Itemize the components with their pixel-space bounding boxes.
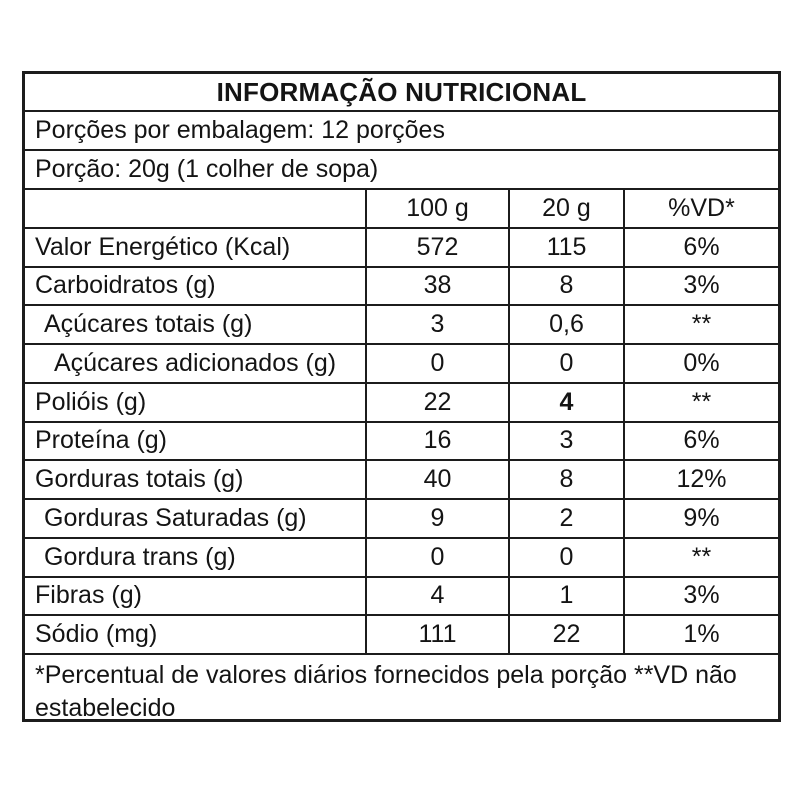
nutrient-label: Gorduras Saturadas (g) [25, 500, 365, 539]
column-header-vd: %VD* [623, 190, 778, 229]
value-100g: 111 [365, 616, 508, 655]
value-100g: 3 [365, 306, 508, 345]
value-100g: 38 [365, 267, 508, 307]
nutrient-label: Polióis (g) [25, 384, 365, 423]
value-vd: 3% [623, 267, 778, 307]
value-vd: ** [623, 538, 778, 578]
value-20g: 1 [508, 577, 623, 617]
value-vd: 1% [623, 616, 778, 655]
value-100g: 572 [365, 228, 508, 268]
value-20g: 0,6 [508, 306, 623, 345]
nutrition-facts-table: INFORMAÇÃO NUTRICIONAL Porções por embal… [22, 71, 781, 722]
nutrient-label: Carboidratos (g) [25, 268, 365, 307]
nutrition-grid: 100 g 20 g %VD* Valor Energético (Kcal) … [25, 190, 778, 655]
value-vd: 3% [623, 577, 778, 617]
value-100g: 0 [365, 538, 508, 578]
nutrient-label: Sódio (mg) [25, 616, 365, 655]
nutrient-label: Açúcares adicionados (g) [25, 345, 365, 384]
value-20g: 8 [508, 461, 623, 500]
value-vd: 12% [623, 461, 778, 500]
value-vd: ** [623, 383, 778, 423]
nutrient-label: Açúcares totais (g) [25, 306, 365, 345]
value-vd: 6% [623, 422, 778, 462]
value-100g: 0 [365, 345, 508, 384]
table-title: INFORMAÇÃO NUTRICIONAL [25, 74, 778, 112]
value-vd: 0% [623, 345, 778, 384]
value-vd: 9% [623, 500, 778, 539]
value-20g: 0 [508, 345, 623, 384]
value-vd: 6% [623, 228, 778, 268]
value-20g: 115 [508, 228, 623, 268]
value-vd: ** [623, 306, 778, 345]
value-100g: 22 [365, 383, 508, 423]
value-20g: 4 [508, 383, 623, 423]
value-100g: 9 [365, 500, 508, 539]
servings-per-package-line: Porções por embalagem: 12 porções [25, 112, 778, 151]
value-20g: 3 [508, 422, 623, 462]
value-100g: 40 [365, 461, 508, 500]
nutrient-label: Proteína (g) [25, 423, 365, 462]
value-100g: 4 [365, 577, 508, 617]
daily-value-footnote: *Percentual de valores diários fornecido… [35, 661, 737, 722]
value-20g: 22 [508, 616, 623, 655]
nutrient-label: Gordura trans (g) [25, 539, 365, 578]
value-100g: 16 [365, 422, 508, 462]
nutrient-label: Gorduras totais (g) [25, 461, 365, 500]
column-header-20g: 20 g [508, 190, 623, 229]
serving-size-line: Porção: 20g (1 colher de sopa) [25, 151, 778, 190]
value-20g: 0 [508, 538, 623, 578]
nutrient-label: Valor Energético (Kcal) [25, 229, 365, 268]
column-header-blank [25, 190, 365, 229]
value-20g: 2 [508, 500, 623, 539]
nutrient-label: Fibras (g) [25, 578, 365, 617]
value-20g: 8 [508, 267, 623, 307]
column-header-100g: 100 g [365, 190, 508, 229]
